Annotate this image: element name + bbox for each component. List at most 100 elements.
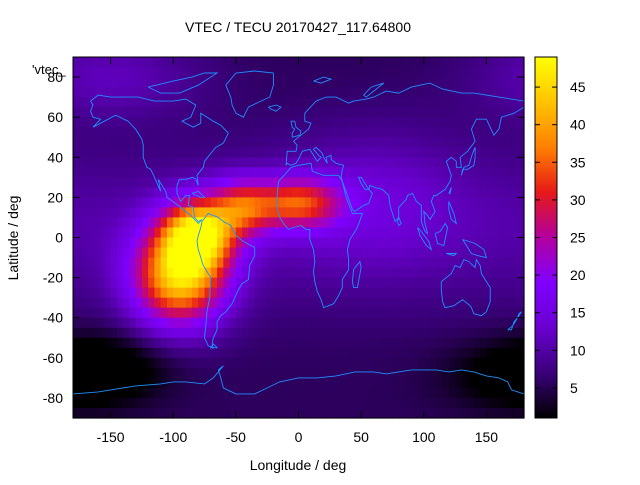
- heat-cell: [179, 267, 187, 279]
- heat-cell: [73, 207, 80, 219]
- x-tick-label: 100: [412, 429, 436, 445]
- heat-cell: [404, 257, 412, 269]
- heat-cell: [386, 397, 394, 409]
- heat-cell: [317, 407, 325, 419]
- heat-cell: [116, 127, 124, 138]
- heat-cell: [461, 177, 469, 188]
- heat-cell: [217, 117, 224, 128]
- heat-cell: [398, 117, 406, 128]
- heat-cell: [442, 87, 450, 98]
- heat-cell: [498, 397, 506, 409]
- heat-cell: [317, 137, 325, 148]
- coast-greenland: [225, 70, 274, 118]
- heat-cell: [398, 297, 406, 309]
- heat-cell: [91, 227, 99, 239]
- heat-cell: [461, 397, 469, 409]
- heat-cell: [311, 167, 318, 178]
- heat-cell: [185, 357, 193, 369]
- heat-cell: [398, 87, 406, 98]
- heat-cell: [229, 387, 237, 399]
- heat-cell: [467, 307, 475, 319]
- heat-cell: [311, 307, 318, 319]
- heat-cell: [123, 137, 130, 148]
- heat-cell: [323, 97, 331, 108]
- heat-cell: [104, 367, 112, 379]
- heat-cell: [311, 147, 318, 158]
- heat-cell: [79, 297, 87, 309]
- heat-cell: [179, 397, 187, 409]
- heat-cell: [254, 147, 262, 158]
- heat-cell: [273, 127, 281, 138]
- heat-cell: [442, 337, 450, 349]
- heat-cell: [154, 107, 162, 118]
- heat-cell: [235, 117, 243, 128]
- heat-cell: [179, 217, 187, 229]
- heat-cell: [235, 187, 243, 198]
- heat-cell: [242, 327, 249, 339]
- heat-cell: [154, 367, 162, 379]
- heat-cell: [198, 267, 206, 279]
- heat-cell: [411, 257, 419, 269]
- heat-cell: [273, 317, 281, 329]
- heat-cell: [204, 307, 212, 319]
- heat-cell: [85, 77, 93, 88]
- heat-cell: [436, 387, 444, 399]
- heat-cell: [461, 287, 469, 299]
- heat-cell: [179, 207, 187, 219]
- heat-cell: [473, 277, 481, 289]
- heat-cell: [242, 217, 249, 229]
- heat-cell: [104, 57, 112, 68]
- heat-cell: [279, 347, 287, 359]
- heat-cell: [442, 307, 450, 319]
- heat-cell: [198, 247, 206, 259]
- heat-cell: [129, 257, 137, 269]
- heat-cell: [160, 157, 168, 168]
- heat-cell: [498, 377, 506, 389]
- heat-cell: [398, 207, 406, 219]
- heat-cell: [267, 227, 275, 239]
- heat-cell: [223, 147, 231, 158]
- heat-cell: [279, 87, 287, 98]
- heat-cell: [229, 207, 237, 219]
- heat-cell: [223, 137, 231, 148]
- heat-cell: [185, 327, 193, 339]
- heat-cell: [298, 307, 306, 319]
- heat-cell: [317, 97, 325, 108]
- heat-cell: [323, 277, 331, 289]
- heat-cell: [492, 57, 500, 68]
- heat-cell: [185, 257, 193, 269]
- heat-cell: [342, 187, 350, 198]
- key-label: 'vtec_: [32, 62, 66, 77]
- heat-cell: [342, 87, 350, 98]
- heat-cell: [129, 337, 137, 349]
- y-tick-label: -20: [43, 270, 63, 286]
- heat-cell: [135, 377, 143, 389]
- heat-cell: [511, 367, 519, 379]
- heat-cell: [273, 237, 281, 249]
- heat-cell: [505, 137, 513, 148]
- heat-cell: [260, 97, 268, 108]
- heat-cell: [455, 307, 462, 319]
- heat-cell: [411, 267, 419, 279]
- heat-cell: [235, 77, 243, 88]
- heat-cell: [323, 287, 331, 299]
- heat-cell: [398, 107, 406, 118]
- heat-cell: [304, 217, 312, 229]
- heat-cell: [110, 267, 118, 279]
- heat-cell: [179, 287, 187, 299]
- heat-cell: [160, 327, 168, 339]
- heat-cell: [85, 397, 93, 409]
- heat-cell: [373, 147, 381, 158]
- heat-cell: [154, 297, 162, 309]
- heat-cell: [110, 167, 118, 178]
- heat-cell: [242, 347, 249, 359]
- heat-cell: [311, 157, 318, 168]
- heat-cell: [404, 397, 412, 409]
- heat-cell: [229, 347, 237, 359]
- heat-cell: [480, 137, 488, 148]
- heat-cell: [361, 207, 368, 219]
- heat-cell: [430, 277, 437, 289]
- heat-cell: [404, 217, 412, 229]
- heat-cell: [229, 197, 237, 209]
- heat-cell: [379, 167, 387, 178]
